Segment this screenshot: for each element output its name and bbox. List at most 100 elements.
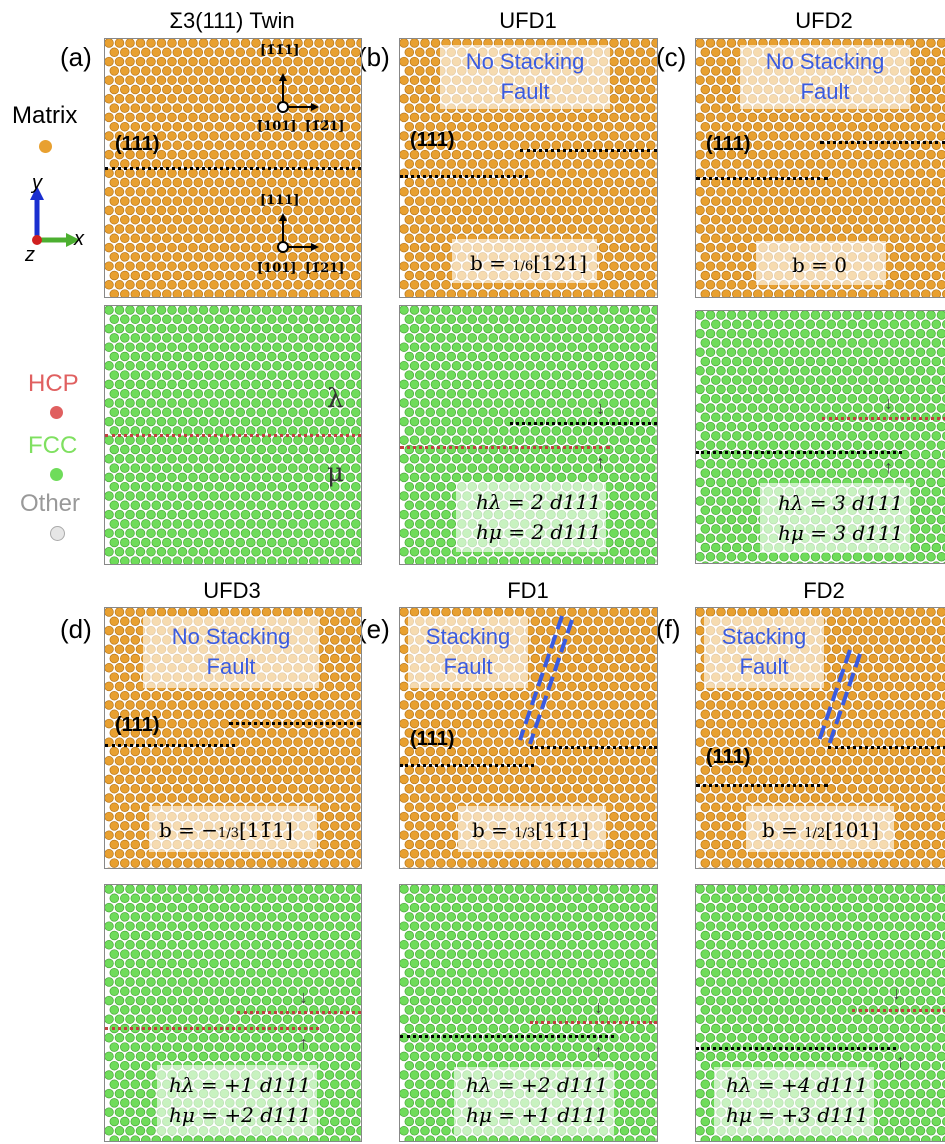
atom	[204, 783, 214, 794]
atom	[420, 39, 430, 48]
atom	[651, 187, 657, 197]
atom	[282, 168, 293, 178]
atom	[499, 121, 509, 132]
atom	[209, 131, 219, 141]
interface-line-lower	[105, 744, 235, 747]
atom	[109, 252, 120, 262]
atom	[551, 463, 562, 473]
atom	[209, 261, 219, 271]
atom	[942, 233, 945, 243]
atom	[409, 416, 420, 427]
atom	[430, 547, 441, 557]
atom	[409, 528, 420, 538]
atom	[921, 270, 931, 281]
atom	[609, 306, 619, 315]
atom	[277, 444, 288, 455]
atom	[188, 435, 198, 445]
atom	[415, 289, 425, 297]
atom	[488, 140, 499, 151]
atom	[868, 338, 879, 348]
atom	[572, 314, 583, 325]
atom	[630, 608, 640, 617]
atom	[805, 393, 816, 404]
atom	[619, 205, 630, 216]
atom	[109, 519, 120, 529]
atom	[314, 509, 324, 520]
atom	[630, 361, 640, 371]
atom	[774, 356, 784, 367]
atom	[183, 728, 193, 738]
atom	[340, 821, 351, 831]
atom	[151, 47, 162, 58]
atom	[556, 168, 567, 178]
atom	[696, 75, 705, 85]
atom	[509, 351, 520, 362]
atom	[905, 224, 915, 234]
atom	[319, 765, 330, 775]
atom	[351, 196, 361, 206]
atom	[198, 168, 209, 178]
atom	[345, 131, 356, 141]
atom	[246, 84, 256, 95]
atom	[520, 314, 530, 325]
atom	[894, 403, 905, 413]
atom	[420, 509, 430, 520]
atom	[183, 746, 193, 757]
atom	[493, 454, 504, 464]
atom	[614, 333, 625, 343]
atom	[609, 168, 619, 178]
atom	[141, 177, 151, 188]
atom	[172, 177, 183, 188]
atom	[125, 756, 135, 766]
atom	[520, 333, 530, 343]
atom	[889, 233, 900, 244]
atom	[404, 556, 415, 564]
atom	[319, 314, 330, 325]
atom	[889, 159, 900, 169]
atom	[114, 323, 125, 334]
atom	[340, 463, 351, 473]
atom	[135, 756, 146, 766]
atom	[125, 700, 135, 710]
atom	[335, 454, 345, 464]
atom	[747, 149, 758, 160]
atom	[335, 205, 345, 216]
atom	[889, 270, 900, 281]
atom	[800, 421, 810, 432]
atom	[593, 333, 604, 343]
atom	[400, 416, 409, 427]
atom	[267, 858, 277, 868]
atom	[235, 140, 246, 151]
atom	[509, 388, 520, 399]
atom	[894, 187, 905, 197]
atom	[324, 242, 335, 253]
atom	[446, 314, 457, 325]
panel-label-f: (f)	[656, 614, 681, 644]
atom	[309, 537, 319, 548]
atom	[911, 561, 919, 563]
atom	[135, 398, 146, 408]
atom	[261, 416, 272, 427]
atom	[711, 505, 721, 516]
h-mu: hμ = 3 d111	[778, 521, 904, 545]
atom	[130, 463, 141, 473]
atom	[400, 547, 409, 557]
atom	[172, 289, 183, 297]
atom	[732, 214, 742, 225]
atom	[931, 214, 942, 225]
atom	[488, 159, 499, 169]
atom	[256, 333, 267, 343]
atom	[177, 774, 188, 785]
atom	[504, 112, 514, 123]
atom	[288, 537, 298, 548]
atom	[172, 47, 183, 58]
atom	[789, 149, 800, 160]
atom	[177, 491, 188, 501]
atom	[146, 547, 156, 557]
atom	[130, 765, 141, 775]
atom	[319, 556, 330, 564]
atom	[230, 224, 240, 234]
atom	[351, 616, 361, 627]
atom	[214, 500, 225, 511]
atom	[430, 509, 441, 520]
